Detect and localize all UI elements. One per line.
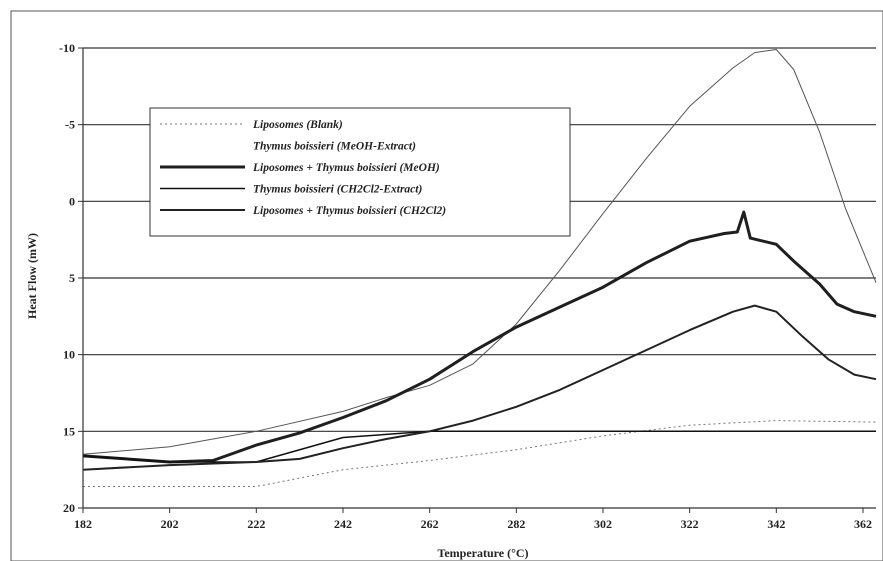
series-line-5 bbox=[82, 304, 877, 471]
y-tick-label: 10 bbox=[63, 348, 75, 362]
x-tick-label: 322 bbox=[681, 517, 699, 531]
x-tick-label: 362 bbox=[854, 517, 872, 531]
series-line-1 bbox=[83, 420, 877, 487]
x-tick-label: 262 bbox=[421, 517, 439, 531]
outer-frame bbox=[10, 10, 883, 561]
y-tick-label: 20 bbox=[63, 501, 75, 515]
y-axis-title: Heat Flow (mW) bbox=[25, 233, 39, 319]
y-tick-label: -5 bbox=[65, 118, 75, 132]
x-tick-label: 242 bbox=[334, 517, 352, 531]
y-tick-label: 15 bbox=[63, 424, 75, 438]
y-tick-label: -10 bbox=[59, 41, 75, 55]
legend-label: Liposomes + Thymus boissieri (CH2Cl2) bbox=[252, 205, 446, 217]
series-line-2 bbox=[82, 49, 877, 455]
axes bbox=[78, 47, 876, 513]
series-group bbox=[82, 49, 877, 487]
legend-box bbox=[149, 107, 571, 237]
x-tick-label: 182 bbox=[74, 517, 92, 531]
legend-label: Liposomes + Thymus boissieri (MeOH) bbox=[252, 162, 440, 174]
legend-label: Thymus boissieri (CH2Cl2-Extract) bbox=[253, 184, 422, 196]
x-tick-label: 202 bbox=[161, 517, 179, 531]
legend-label: Thymus boissieri (MeOH-Extract) bbox=[253, 141, 416, 153]
legend: Liposomes (Blank) Thymus boissieri (MeOH-… bbox=[149, 107, 571, 237]
y-tick-label: 0 bbox=[69, 194, 75, 208]
tick-labels: -10 -5 0 5 10 15 20 182 202 222 242 262 282 302 322 342… bbox=[59, 41, 872, 531]
y-tick-label: 5 bbox=[69, 271, 75, 285]
legend-label: Liposomes (Blank) bbox=[252, 119, 343, 131]
x-tick-label: 222 bbox=[247, 517, 265, 531]
series-line-3 bbox=[82, 210, 877, 464]
x-tick-label: 302 bbox=[594, 517, 612, 531]
x-tick-label: 342 bbox=[767, 517, 785, 531]
x-tick-label: 282 bbox=[507, 517, 525, 531]
x-axis-title: Temperature (°C) bbox=[437, 546, 528, 560]
series-line-4 bbox=[82, 430, 876, 463]
